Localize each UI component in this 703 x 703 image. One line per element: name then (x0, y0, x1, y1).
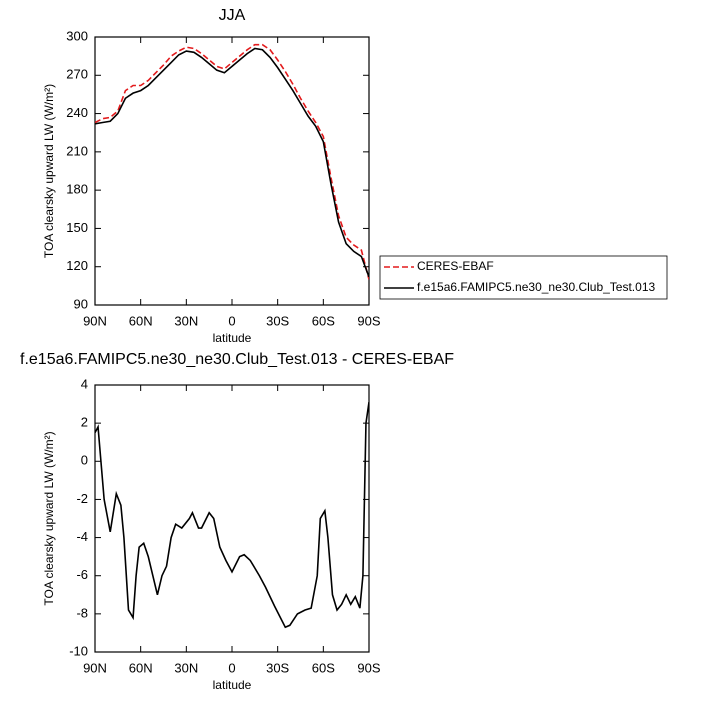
y-tick-label: 120 (66, 258, 88, 273)
x-tick-label: 60S (312, 313, 335, 328)
x-tick-label: 30S (266, 660, 289, 675)
y-tick-label: 150 (66, 220, 88, 235)
x-tick-label: 60S (312, 660, 335, 675)
y-tick-label: -10 (69, 643, 88, 658)
legend-label: CERES-EBAF (417, 259, 494, 273)
x-tick-label: 90N (83, 660, 107, 675)
data-line (95, 43, 369, 280)
y-tick-label: -6 (76, 567, 88, 582)
x-tick-label: 0 (228, 313, 235, 328)
y-axis-label: TOA clearsky upward LW (W/m²) (42, 84, 56, 258)
x-tick-label: 30N (174, 660, 198, 675)
plot-frame (94, 384, 370, 653)
y-tick-label: 300 (66, 28, 88, 43)
y-tick-label: 2 (81, 415, 88, 430)
chart-title: JJA (219, 7, 246, 24)
x-tick-label: 30S (266, 313, 289, 328)
y-tick-label: 90 (74, 296, 88, 311)
y-tick-label: -2 (76, 491, 88, 506)
x-tick-label: 90S (357, 660, 380, 675)
x-tick-label: 60N (129, 313, 153, 328)
y-axis-label: TOA clearsky upward LW (W/m²) (42, 431, 56, 605)
y-tick-label: 270 (66, 67, 88, 82)
y-tick-label: -4 (76, 529, 88, 544)
legend-box (379, 255, 668, 300)
y-tick-label: 4 (81, 376, 88, 391)
y-tick-label: -8 (76, 605, 88, 620)
x-tick-label: 60N (129, 660, 153, 675)
data-line (95, 402, 369, 629)
x-axis-label: latitude (213, 331, 252, 345)
x-axis-label: latitude (213, 678, 252, 692)
chart-title: f.e15a6.FAMIPC5.ne30_ne30.Club_Test.013 … (20, 351, 454, 368)
legend-label: f.e15a6.FAMIPC5.ne30_ne30.Club_Test.013 (417, 280, 655, 294)
data-line (95, 47, 369, 278)
y-tick-label: 0 (81, 453, 88, 468)
x-tick-label: 30N (174, 313, 198, 328)
x-tick-label: 0 (228, 660, 235, 675)
x-tick-label: 90N (83, 313, 107, 328)
y-tick-label: 180 (66, 182, 88, 197)
x-tick-label: 90S (357, 313, 380, 328)
y-tick-label: 210 (66, 143, 88, 158)
y-tick-label: 240 (66, 105, 88, 120)
